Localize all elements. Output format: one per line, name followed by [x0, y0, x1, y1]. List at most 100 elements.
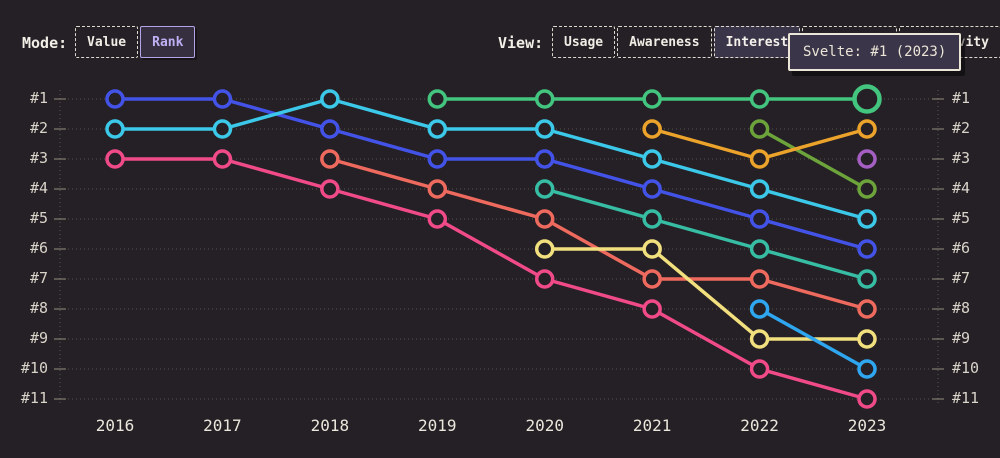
rank-label-left: #2: [29, 119, 48, 137]
year-label: 2017: [203, 416, 242, 435]
point-Svelte-2019[interactable]: [427, 89, 448, 109]
series-line-blue: [113, 97, 869, 251]
point-cyan-2021[interactable]: [642, 149, 662, 169]
point-red-2019[interactable]: [427, 179, 448, 199]
point-blue-2016[interactable]: [105, 89, 125, 109]
point-orange-2023[interactable]: [857, 119, 877, 139]
point-red-2022[interactable]: [749, 269, 770, 289]
rank-label-left: #11: [20, 389, 48, 407]
tooltip: Svelte: #1 (2023): [788, 33, 962, 71]
mode-option-value[interactable]: Value: [75, 26, 139, 58]
point-yellow-2022[interactable]: [749, 329, 770, 349]
series-line-lime: [757, 127, 869, 191]
rank-label-right: #3: [952, 149, 971, 167]
view-label: View:: [498, 34, 544, 52]
year-label: 2021: [632, 416, 672, 435]
point-Svelte-2020[interactable]: [534, 89, 555, 109]
point-lime-2023[interactable]: [857, 179, 877, 199]
year-label: 2022: [740, 416, 779, 435]
mode-option-rank[interactable]: Rank: [140, 26, 196, 58]
point-cyan-2019[interactable]: [427, 119, 448, 139]
view-tab-interest[interactable]: Interest: [713, 26, 801, 58]
point-pink-2018[interactable]: [320, 179, 340, 199]
point-orange-2022[interactable]: [749, 149, 770, 169]
point-Svelte-2022[interactable]: [749, 89, 770, 109]
point-pink-2020[interactable]: [534, 269, 555, 289]
series-line-pink: [113, 157, 869, 401]
point-blue-2018[interactable]: [320, 119, 340, 139]
point-blue-2023[interactable]: [857, 239, 877, 259]
point-sky-2022[interactable]: [749, 299, 770, 319]
year-label: 2019: [418, 416, 457, 435]
year-label: 2020: [525, 416, 564, 435]
series-line-teal: [542, 187, 869, 281]
series-line-sky: [757, 307, 869, 371]
rank-label-right: #8: [952, 299, 971, 317]
point-cyan-2016[interactable]: [105, 119, 125, 139]
rank-label-left: #10: [20, 359, 48, 377]
mode-toggle-group: Value Rank: [75, 26, 196, 58]
view-tab-usage[interactable]: Usage: [552, 26, 616, 58]
rank-label-right: #4: [952, 179, 971, 197]
point-blue-2022[interactable]: [749, 209, 770, 229]
point-purple-2023[interactable]: [857, 149, 877, 169]
point-cyan-2020[interactable]: [534, 119, 555, 139]
rank-label-left: #6: [29, 239, 48, 257]
rank-label-left: #8: [29, 299, 48, 317]
rank-label-right: #2: [952, 119, 971, 137]
point-red-2023[interactable]: [857, 299, 877, 319]
point-teal-2020[interactable]: [534, 179, 555, 199]
point-cyan-2017[interactable]: [212, 119, 233, 139]
rank-label-left: #4: [29, 179, 48, 197]
point-pink-2022[interactable]: [749, 359, 770, 379]
point-yellow-2020[interactable]: [534, 239, 555, 259]
year-label: 2023: [847, 416, 887, 435]
rank-label-right: #11: [952, 389, 980, 407]
year-label: 2018: [310, 416, 350, 435]
point-yellow-2021[interactable]: [642, 239, 662, 259]
series-line-red: [328, 157, 869, 311]
point-orange-2021[interactable]: [642, 119, 662, 139]
series-line-cyan: [113, 97, 869, 221]
point-blue-2021[interactable]: [642, 179, 662, 199]
point-teal-2023[interactable]: [857, 269, 877, 289]
point-cyan-2023[interactable]: [857, 209, 877, 229]
point-blue-2017[interactable]: [212, 89, 233, 109]
point-pink-2023[interactable]: [857, 389, 877, 409]
rank-label-left: #1: [29, 89, 48, 107]
rank-label-left: #9: [29, 329, 48, 347]
point-pink-2017[interactable]: [212, 149, 233, 169]
rank-label-right: #7: [952, 269, 971, 287]
mode-label: Mode:: [22, 34, 68, 52]
point-yellow-2023[interactable]: [857, 329, 877, 349]
point-Svelte-2023[interactable]: [852, 84, 882, 114]
point-blue-2020[interactable]: [534, 149, 555, 169]
rank-label-right: #9: [952, 329, 971, 347]
rank-label-right: #5: [952, 209, 971, 227]
point-pink-2021[interactable]: [642, 299, 662, 319]
rank-label-right: #6: [952, 239, 971, 257]
point-red-2018[interactable]: [320, 149, 340, 169]
point-red-2021[interactable]: [642, 269, 662, 289]
rank-label-right: #1: [952, 89, 971, 107]
view-tab-awareness[interactable]: Awareness: [617, 26, 712, 58]
point-teal-2022[interactable]: [749, 239, 770, 259]
point-cyan-2018[interactable]: [320, 89, 340, 109]
rank-label-left: #7: [29, 269, 48, 287]
point-lime-2022[interactable]: [749, 119, 770, 139]
point-Svelte-2021[interactable]: [642, 89, 662, 109]
point-pink-2016[interactable]: [105, 149, 125, 169]
point-teal-2021[interactable]: [642, 209, 662, 229]
point-cyan-2022[interactable]: [749, 179, 770, 199]
rank-label-left: #3: [29, 149, 48, 167]
year-label: 2016: [95, 416, 135, 435]
point-pink-2019[interactable]: [427, 209, 448, 229]
rank-label-right: #10: [952, 359, 980, 377]
point-sky-2023[interactable]: [857, 359, 877, 379]
point-red-2020[interactable]: [534, 209, 555, 229]
point-blue-2019[interactable]: [427, 149, 448, 169]
rank-label-left: #5: [29, 209, 48, 227]
